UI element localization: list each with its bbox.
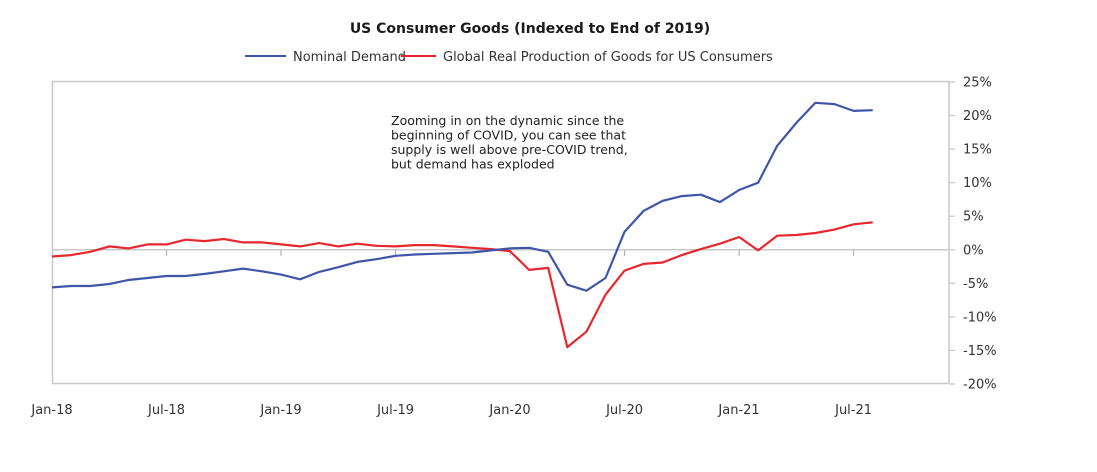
- y-tick-label: 5%: [963, 210, 984, 225]
- y-axis-ticks: 25% 20% 15% 10% 5% 0% -5% -10% -15% -20%: [949, 76, 997, 393]
- x-tick-label: Jul-21: [834, 403, 872, 418]
- x-tick-label: Jan-19: [259, 403, 301, 418]
- legend-label-nominal-demand: Nominal Demand: [293, 50, 406, 65]
- legend: Nominal Demand Global Real Production of…: [245, 50, 773, 65]
- y-tick-label: 20%: [963, 109, 992, 124]
- x-tick-label: Jul-20: [605, 403, 643, 418]
- y-tick-label: 10%: [963, 176, 992, 191]
- series-line-global-production: [51, 221, 873, 349]
- plot-frame: [51, 80, 950, 385]
- x-tick-label: Jul-19: [376, 403, 414, 418]
- x-tick-label: Jul-18: [147, 403, 185, 418]
- y-tick-label: -10%: [963, 310, 997, 325]
- annotation: Zooming in on the dynamic since thebegin…: [391, 113, 628, 172]
- series-line-nominal-demand: [51, 101, 873, 292]
- annotation-line: Zooming in on the dynamic since the: [391, 113, 624, 128]
- legend-label-global-production: Global Real Production of Goods for US C…: [443, 50, 773, 65]
- annotation-line: but demand has exploded: [391, 157, 555, 172]
- series: [51, 101, 873, 349]
- y-tick-label: -15%: [963, 344, 997, 359]
- y-tick-label: -20%: [963, 378, 997, 393]
- chart-title: US Consumer Goods (Indexed to End of 201…: [350, 21, 710, 37]
- x-axis-ticks: Jan-18 Jul-18 Jan-19 Jul-19 Jan-20 Jul-20 Jan-…: [30, 249, 872, 418]
- y-tick-label: 0%: [963, 243, 984, 258]
- annotation-line: beginning of COVID, you can see that: [391, 128, 626, 143]
- y-tick-label: 15%: [963, 143, 992, 158]
- x-tick-label: Jan-20: [488, 403, 530, 418]
- x-tick-label: Jan-21: [717, 403, 759, 418]
- annotation-line: supply is well above pre-COVID trend,: [391, 142, 628, 157]
- y-tick-label: 25%: [963, 76, 992, 91]
- y-tick-label: -5%: [963, 277, 988, 292]
- x-tick-label: Jan-18: [30, 403, 72, 418]
